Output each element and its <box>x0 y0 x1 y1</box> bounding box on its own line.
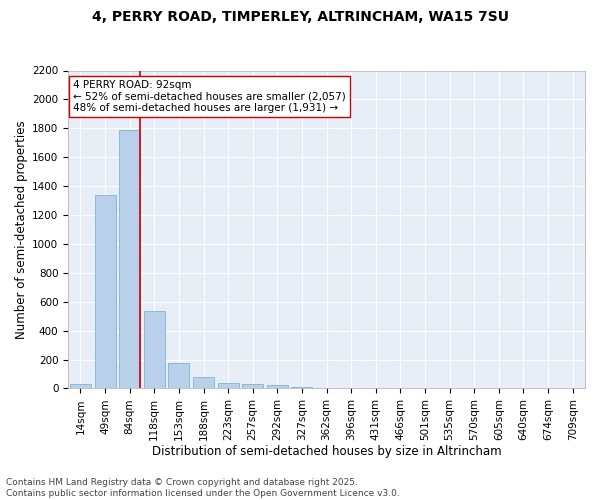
X-axis label: Distribution of semi-detached houses by size in Altrincham: Distribution of semi-detached houses by … <box>152 444 502 458</box>
Title: Size of property relative to semi-detached houses in Altrincham: Size of property relative to semi-detach… <box>0 499 1 500</box>
Bar <box>242 384 263 388</box>
Bar <box>169 363 190 388</box>
Bar <box>193 377 214 388</box>
Text: 4 PERRY ROAD: 92sqm
← 52% of semi-detached houses are smaller (2,057)
48% of sem: 4 PERRY ROAD: 92sqm ← 52% of semi-detach… <box>73 80 346 113</box>
Bar <box>292 387 313 388</box>
Bar <box>144 311 165 388</box>
Bar <box>119 130 140 388</box>
Bar <box>70 384 91 388</box>
Y-axis label: Number of semi-detached properties: Number of semi-detached properties <box>15 120 28 339</box>
Bar <box>218 384 239 388</box>
Text: Contains HM Land Registry data © Crown copyright and database right 2025.
Contai: Contains HM Land Registry data © Crown c… <box>6 478 400 498</box>
Bar <box>267 386 288 388</box>
Bar <box>95 195 116 388</box>
Text: 4, PERRY ROAD, TIMPERLEY, ALTRINCHAM, WA15 7SU: 4, PERRY ROAD, TIMPERLEY, ALTRINCHAM, WA… <box>91 10 509 24</box>
